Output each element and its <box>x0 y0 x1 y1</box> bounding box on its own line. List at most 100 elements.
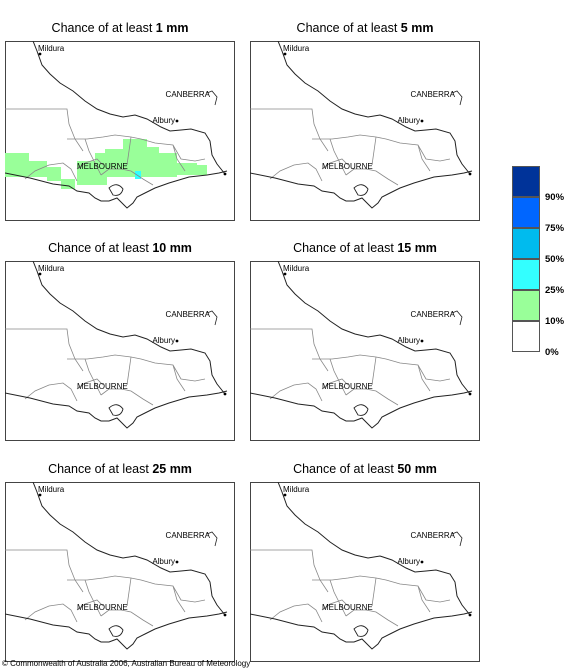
probability-cell <box>147 147 159 177</box>
coastline <box>250 390 473 429</box>
panel-title: Chance of at least 5 mm <box>296 21 434 35</box>
panel-5mm: Chance of at least 5 mm Mildura CANBERRA A… <box>250 19 480 221</box>
port-phillip-bay <box>353 625 369 637</box>
panel-25mm: Chance of at least 25 mm Mildura CANBERRA… <box>5 460 235 662</box>
city-dot <box>38 52 42 56</box>
panel-title: Chance of at least 25 mm <box>48 462 192 476</box>
district-boundaries <box>5 549 206 627</box>
district-boundaries <box>5 328 206 406</box>
city-label-canberra: CANBERRA <box>411 90 456 99</box>
city-label-mildura: Mildura <box>38 264 65 273</box>
city-label-melbourne: MELBOURNE <box>322 603 373 612</box>
probability-cell <box>95 153 107 165</box>
district-boundaries <box>250 108 451 186</box>
city-label-melbourne: MELBOURNE <box>77 603 128 612</box>
city-label-albury: Albury <box>152 336 175 345</box>
city-dot <box>223 613 227 617</box>
city-label-albury: Albury <box>152 116 175 125</box>
probability-cell <box>29 161 47 177</box>
city-dot <box>420 560 424 564</box>
panel-title: Chance of at least 15 mm <box>293 241 437 255</box>
probability-cell <box>105 149 123 177</box>
legend-swatch <box>512 259 540 290</box>
victoria-map: Mildura CANBERRA Albury MELBOURNE <box>250 261 480 441</box>
probability-cell <box>5 153 29 177</box>
probability-cell <box>135 171 141 179</box>
state-border <box>32 261 226 395</box>
victoria-map: Mildura CANBERRA Albury MELBOURNE <box>5 482 235 662</box>
coastline <box>250 170 473 209</box>
city-dot <box>283 493 287 497</box>
legend-swatch <box>512 228 540 259</box>
city-label-mildura: Mildura <box>38 44 65 53</box>
city-label-canberra: CANBERRA <box>411 310 456 319</box>
city-label-canberra: CANBERRA <box>411 531 456 540</box>
city-label-melbourne: MELBOURNE <box>77 162 128 171</box>
probability-legend: 90% 75% 50% 25% 10% 0% <box>512 166 570 366</box>
act-border <box>206 531 218 547</box>
city-dot <box>420 339 424 343</box>
city-dot <box>283 272 287 276</box>
victoria-map: Mildura CANBERRA Albury MELBOURNE <box>5 41 235 221</box>
district-boundaries <box>250 328 451 406</box>
city-dot <box>175 119 179 123</box>
legend-swatch <box>512 166 540 197</box>
probability-cell <box>159 153 177 177</box>
state-border <box>277 261 471 395</box>
state-border <box>32 482 226 616</box>
act-border <box>206 310 218 326</box>
victoria-map: Mildura CANBERRA Albury MELBOURNE <box>5 261 235 441</box>
district-boundaries <box>5 108 206 186</box>
probability-cell <box>197 165 207 175</box>
city-label-albury: Albury <box>152 557 175 566</box>
panel-10mm: Chance of at least 10 mm Mildura CANBERRA… <box>5 239 235 441</box>
legend-label: 25% <box>545 285 565 296</box>
probability-cell <box>47 167 61 181</box>
coastline <box>5 170 228 209</box>
legend-swatch <box>512 197 540 228</box>
panel-title: Chance of at least 50 mm <box>293 462 437 476</box>
legend-label: 0% <box>545 347 559 358</box>
panel-50mm: Chance of at least 50 mm Mildura CANBERRA… <box>250 460 480 662</box>
city-label-canberra: CANBERRA <box>166 90 211 99</box>
port-phillip-bay <box>108 184 124 196</box>
panel-15mm: Chance of at least 15 mm Mildura CANBERRA… <box>250 239 480 441</box>
act-border <box>451 531 463 547</box>
victoria-map: Mildura CANBERRA Albury MELBOURNE <box>250 482 480 662</box>
state-border <box>277 41 471 175</box>
city-dot <box>468 172 472 176</box>
legend-label: 10% <box>545 316 565 327</box>
port-phillip-bay <box>108 625 124 637</box>
city-label-mildura: Mildura <box>283 264 310 273</box>
city-dot <box>175 560 179 564</box>
state-border <box>32 41 226 175</box>
city-label-mildura: Mildura <box>283 44 310 53</box>
panel-title: Chance of at least 10 mm <box>48 241 192 255</box>
port-phillip-bay <box>353 184 369 196</box>
city-label-albury: Albury <box>397 557 420 566</box>
city-label-albury: Albury <box>397 116 420 125</box>
legend-swatch <box>512 321 540 352</box>
city-dot <box>38 272 42 276</box>
district-boundaries <box>250 549 451 627</box>
probability-cell <box>121 157 139 177</box>
city-label-canberra: CANBERRA <box>166 531 211 540</box>
city-dot <box>175 339 179 343</box>
copyright-notice: © Commonwealth of Australia 2006, Austra… <box>2 659 251 668</box>
legend-label: 90% <box>545 192 565 203</box>
victoria-map: Mildura CANBERRA Albury MELBOURNE <box>250 41 480 221</box>
coastline <box>5 390 228 429</box>
city-label-mildura: Mildura <box>38 485 65 494</box>
port-phillip-bay <box>108 404 124 416</box>
city-label-melbourne: MELBOURNE <box>77 382 128 391</box>
city-label-mildura: Mildura <box>283 485 310 494</box>
legend-label: 50% <box>545 254 565 265</box>
city-label-canberra: CANBERRA <box>166 310 211 319</box>
panel-1mm: Chance of at least 1 mm Mildura CANBERRA A… <box>5 19 235 221</box>
act-border <box>451 310 463 326</box>
city-dot <box>38 493 42 497</box>
city-dot <box>468 392 472 396</box>
probability-cell <box>61 179 75 189</box>
city-dot <box>468 613 472 617</box>
city-label-albury: Albury <box>397 336 420 345</box>
